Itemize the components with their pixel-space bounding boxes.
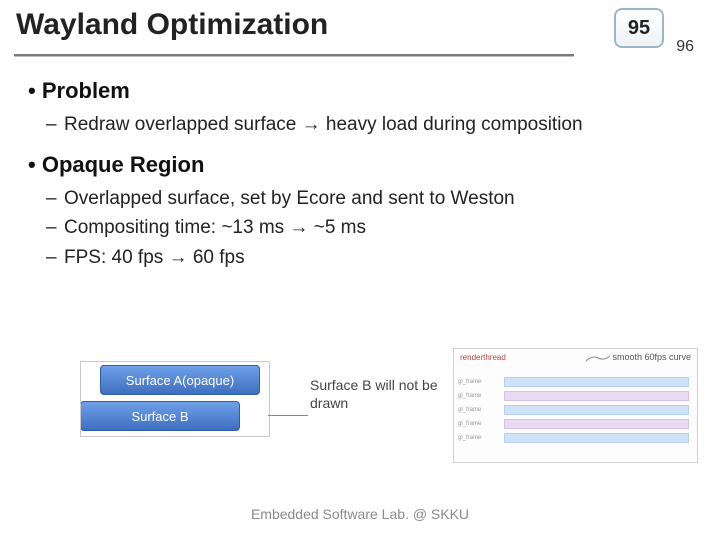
profiler-caption-text: smooth 60fps curve [612,352,691,362]
page-total: 96 [676,38,694,56]
lane-label: gl_frame [458,433,502,443]
lane-label: gl_frame [458,405,502,415]
profiler-top-label: renderthread [460,353,506,362]
opaque-item-2-text: FPS: 40 fps → 60 fps [64,247,245,268]
opaque-item-1: –Compositing time: ~13 ms → ~5 ms [64,215,700,241]
footer-text: Embedded Software Lab. @ SKKU [0,506,720,522]
opaque-item-2: –FPS: 40 fps → 60 fps [64,245,700,271]
profiler-lane [504,419,689,429]
dash-icon: – [46,245,64,271]
opaque-item-1-text: Compositing time: ~13 ms → ~5 ms [64,217,366,238]
annotation-connector [268,415,308,416]
section-heading-opaque: Opaque Region [28,152,700,178]
opaque-item-0-text: Overlapped surface, set by Ecore and sen… [64,188,515,209]
problem-item-0-text: Redraw overlapped surface → heavy load d… [64,114,583,135]
profiler-lane [504,433,689,443]
profiler-caption: smooth 60fps curve [586,352,691,363]
body-content: Problem –Redraw overlapped surface → hea… [28,78,700,275]
dash-icon: – [46,215,64,241]
title-underline [14,54,574,57]
profiler-screenshot: renderthread smooth 60fps curve gl_frame… [453,348,698,463]
page-title: Wayland Optimization [16,8,328,42]
dash-icon: – [46,186,64,212]
page-number-badge: 95 [614,8,664,48]
profiler-lane [504,377,689,387]
dash-icon: – [46,112,64,138]
lane-label: gl_frame [458,391,502,401]
page-current: 95 [628,17,650,40]
diagram-frame [80,361,270,437]
surface-diagram: Surface A(opaque) Surface B Surface B wi… [80,365,380,437]
problem-item-0: –Redraw overlapped surface → heavy load … [64,112,700,138]
lane-label: gl_frame [458,377,502,387]
curve-icon [586,353,610,363]
slide: Wayland Optimization 95 96 Problem –Redr… [0,0,720,540]
profiler-lane [504,405,689,415]
opaque-item-0: –Overlapped surface, set by Ecore and se… [64,186,700,212]
lane-label: gl_frame [458,419,502,429]
diagram-annotation: Surface B will not be drawn [310,377,470,412]
section-heading-problem: Problem [28,78,700,104]
profiler-lane [504,391,689,401]
